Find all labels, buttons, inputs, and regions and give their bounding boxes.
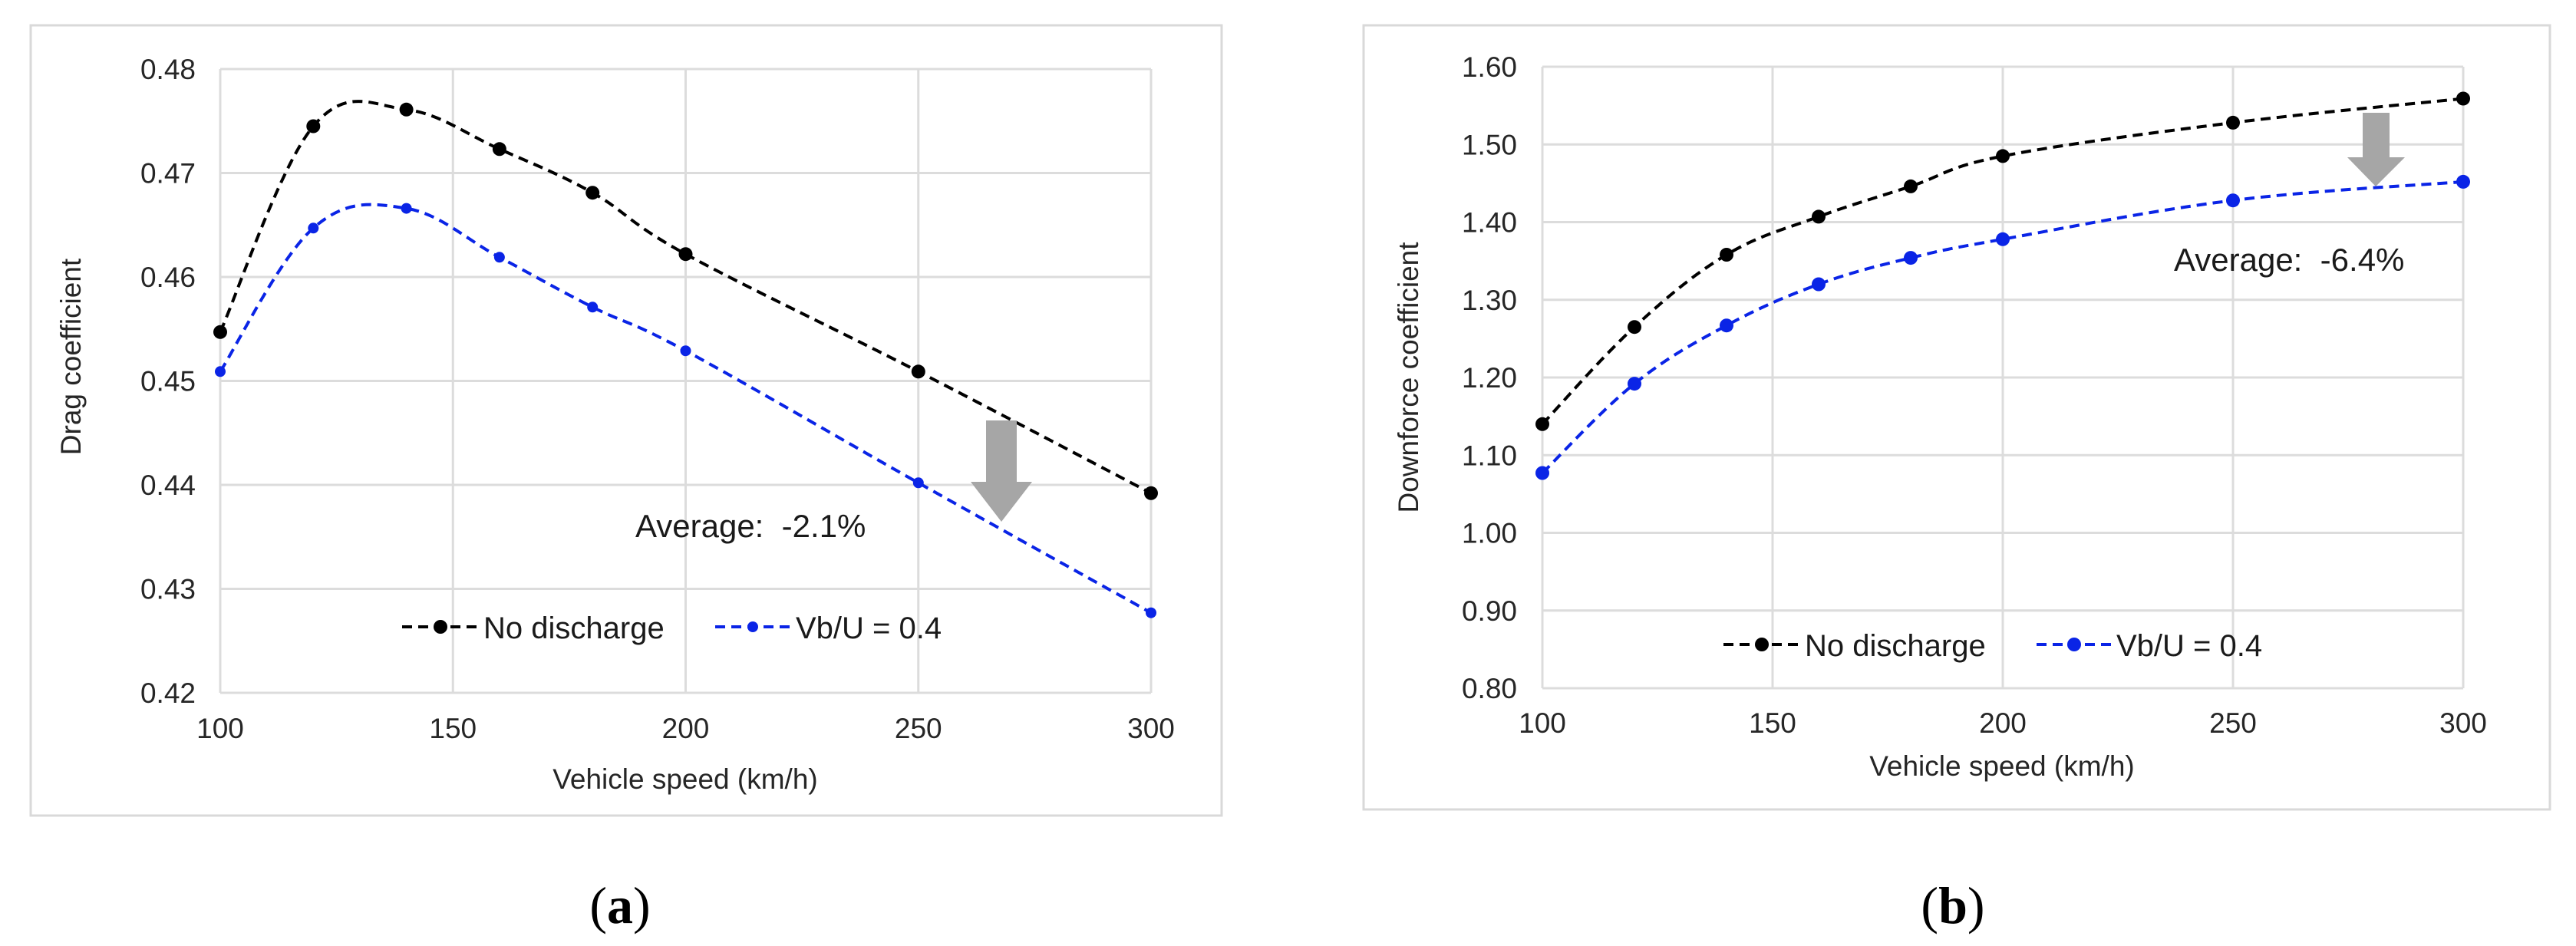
x-axis-title-b: Vehicle speed (km/h) — [1869, 750, 2135, 782]
legend-label-vbu-a: Vb/U = 0.4 — [796, 611, 942, 645]
x-axis-title-a: Vehicle speed (km/h) — [552, 763, 818, 795]
legend-marker-no-discharge-b — [1755, 638, 1769, 651]
series-line-vbu-b — [1541, 180, 2464, 474]
data-point-vbu-b — [1720, 318, 1733, 333]
data-point-no-discharge-a — [1144, 486, 1158, 500]
series-a — [213, 100, 1158, 618]
data-point-no-discharge-b — [1812, 209, 1826, 224]
data-point-vbu-a — [1146, 607, 1156, 618]
data-point-vbu-b — [1535, 466, 1549, 480]
legend-label-no-discharge-a: No discharge — [483, 611, 665, 645]
y-tick-label-a: 0.46 — [140, 262, 196, 293]
y-tick-label-a: 0.43 — [140, 574, 196, 605]
data-point-vbu-a — [215, 366, 226, 377]
data-point-vbu-b — [2456, 174, 2470, 189]
data-point-no-discharge-b — [1720, 248, 1733, 262]
x-tick-label-a: 300 — [1127, 713, 1175, 744]
x-tick-label-b: 150 — [1749, 707, 1796, 739]
data-point-vbu-b — [1996, 232, 2010, 246]
average-annotation-b: Average: -6.4% — [2174, 242, 2404, 278]
panel-label-b: (b) — [1921, 876, 1984, 934]
x-tick-label-b: 250 — [2209, 707, 2257, 739]
y-tick-label-a: 0.44 — [140, 470, 196, 501]
data-point-no-discharge-a — [585, 186, 600, 200]
y-tick-label-b: 0.80 — [1462, 673, 1517, 704]
data-point-no-discharge-b — [1996, 149, 2010, 163]
chart-frame-b — [1362, 24, 2551, 811]
y-tick-label-a: 0.45 — [140, 366, 196, 397]
data-point-vbu-b — [2226, 193, 2240, 208]
x-tick-label-b: 200 — [1979, 707, 2027, 739]
y-tick-label-b: 1.50 — [1462, 129, 1517, 160]
data-point-no-discharge-b — [2226, 115, 2240, 130]
legend-marker-vbu-b — [2067, 638, 2081, 651]
grid-a — [219, 68, 1153, 694]
x-tick-label-b: 100 — [1519, 707, 1566, 739]
legend-marker-no-discharge-a — [434, 620, 447, 634]
data-point-vbu-b — [1812, 277, 1826, 292]
data-point-no-discharge-a — [213, 325, 227, 339]
data-point-no-discharge-b — [1904, 179, 1918, 193]
chart-frame-a — [29, 24, 1223, 817]
legend-label-vbu-b: Vb/U = 0.4 — [2116, 629, 2262, 663]
y-axis-title-b: Downforce coefficient — [1393, 242, 1424, 513]
data-point-vbu-a — [493, 252, 505, 263]
chart-panel-b: 0.80 0.90 1.00 1.10 1.20 1.30 1.40 1.50 1.60 100 1… — [1362, 24, 2551, 934]
average-annotation-a: Average: -2.1% — [635, 508, 866, 544]
y-tick-label-a: 0.47 — [140, 158, 196, 190]
x-tick-label-b: 300 — [2439, 707, 2487, 739]
data-point-no-discharge-b — [1535, 417, 1549, 431]
legend-item-vbu-b: Vb/U = 0.4 — [2037, 629, 2262, 663]
legend-label-no-discharge-b: No discharge — [1805, 629, 1986, 663]
data-point-no-discharge-a — [678, 247, 693, 262]
data-point-no-discharge-a — [399, 102, 414, 117]
y-axis-title-a: Drag coefficient — [55, 258, 87, 455]
legend-marker-vbu-a — [747, 621, 758, 632]
data-point-vbu-a — [587, 302, 599, 313]
data-point-vbu-b — [1628, 377, 1641, 391]
legend-item-vbu-a: Vb/U = 0.4 — [715, 611, 942, 645]
data-point-no-discharge-a — [306, 119, 321, 133]
data-point-no-discharge-b — [1628, 320, 1641, 335]
x-tick-label-a: 100 — [196, 713, 244, 744]
y-tick-label-a: 0.42 — [140, 677, 196, 709]
chart-panel-a: 0.42 0.43 0.44 0.45 0.46 0.47 0.48 100 150 200 250… — [29, 24, 1223, 934]
y-tick-label-b: 1.60 — [1462, 51, 1517, 83]
panel-label-a: (a) — [589, 876, 650, 934]
data-point-vbu-a — [680, 345, 691, 357]
y-tick-label-b: 1.20 — [1462, 362, 1517, 394]
data-point-vbu-a — [912, 477, 924, 489]
legend-item-no-discharge-b: No discharge — [1723, 629, 1986, 663]
data-point-vbu-a — [401, 203, 412, 214]
data-point-vbu-b — [1904, 251, 1918, 265]
legend-a: No discharge Vb/U = 0.4 — [402, 611, 942, 645]
series-b — [1535, 91, 2470, 480]
tick-labels-b: 0.80 0.90 1.00 1.10 1.20 1.30 1.40 1.50 1.60 100 1… — [1462, 51, 2487, 739]
grid-b — [1541, 65, 2465, 690]
y-tick-label-a: 0.48 — [140, 54, 196, 85]
y-tick-label-b: 1.10 — [1462, 440, 1517, 471]
y-tick-label-b: 0.90 — [1462, 595, 1517, 627]
data-point-vbu-a — [308, 222, 319, 234]
x-tick-label-a: 200 — [662, 713, 710, 744]
decrease-arrow-b — [2347, 113, 2405, 186]
x-tick-label-a: 150 — [429, 713, 477, 744]
legend-item-no-discharge-a: No discharge — [402, 611, 665, 645]
x-tick-label-a: 250 — [895, 713, 942, 744]
y-tick-label-b: 1.40 — [1462, 207, 1517, 239]
tick-labels-a: 0.42 0.43 0.44 0.45 0.46 0.47 0.48 100 150 200 250… — [140, 54, 1175, 744]
data-point-no-discharge-b — [2456, 91, 2470, 106]
y-tick-label-b: 1.00 — [1462, 518, 1517, 549]
y-tick-label-b: 1.30 — [1462, 285, 1517, 316]
data-point-no-discharge-a — [911, 364, 925, 379]
series-line-vbu-a — [219, 203, 1152, 615]
decrease-arrow-a — [971, 420, 1032, 522]
data-point-no-discharge-a — [492, 142, 506, 157]
legend-b: No discharge Vb/U = 0.4 — [1723, 629, 2262, 663]
